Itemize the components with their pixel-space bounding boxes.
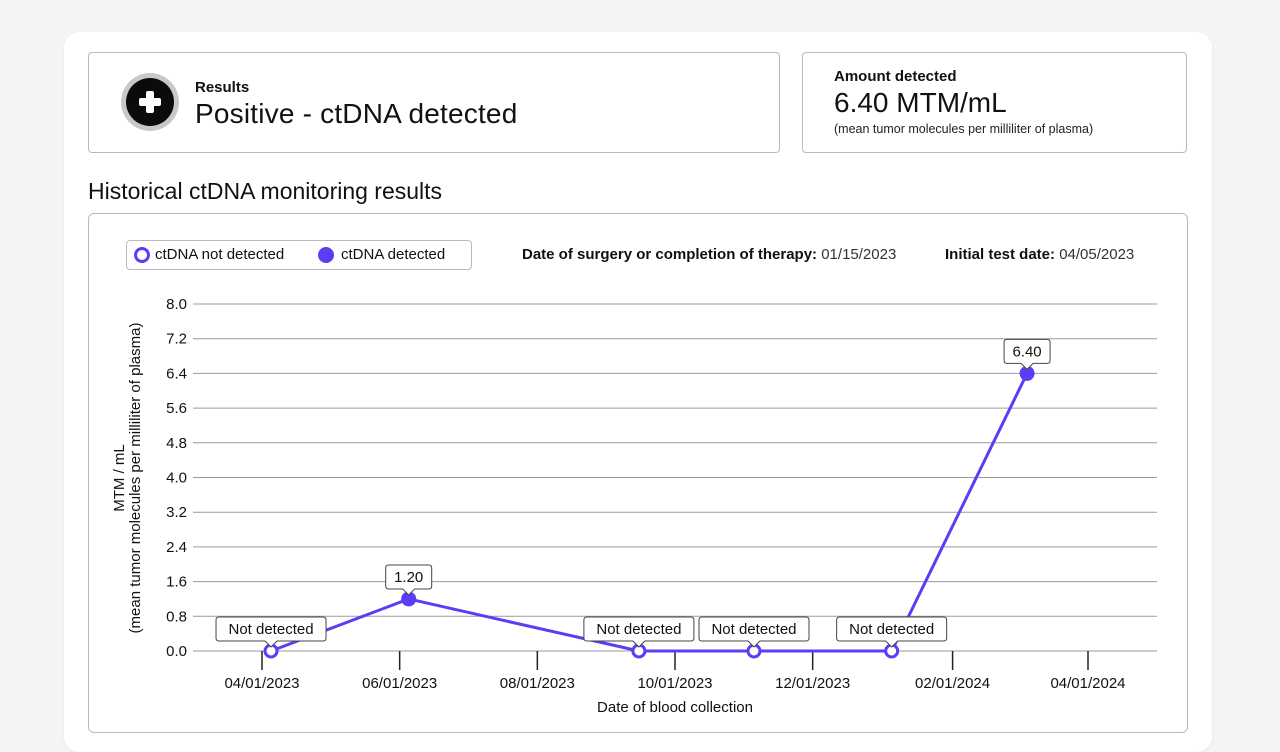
results-value: Positive - ctDNA detected: [195, 98, 518, 129]
initial-test-date-label: Initial test date:: [945, 246, 1056, 263]
legend-not-detected: ctDNA not detected: [155, 246, 285, 263]
results-label: Results: [195, 79, 250, 96]
surgery-date-value: 01/15/2023: [821, 246, 897, 263]
series-line: [270, 372, 1029, 653]
x-axis-title: Date of blood collection: [597, 699, 753, 716]
y-tick-label: 5.6: [166, 400, 187, 417]
data-label: 6.40: [1012, 343, 1041, 360]
detected-point: [401, 591, 417, 607]
results-panel: Results Positive - ctDNA detected: [88, 52, 780, 153]
data-label: Not detected: [596, 621, 681, 638]
data-label: Not detected: [849, 621, 934, 638]
filled-circle-icon: [318, 247, 334, 263]
x-tick-label: 04/01/2024: [1050, 675, 1125, 692]
legend-detected: ctDNA detected: [341, 246, 446, 263]
chart-legend: ctDNA not detected ctDNA detected: [126, 240, 472, 270]
x-tick-label: 08/01/2023: [500, 675, 575, 692]
history-title: Historical ctDNA monitoring results: [88, 178, 443, 204]
x-tick-label: 02/01/2024: [915, 675, 990, 692]
history-chart: 8.0 7.2 6.4 5.6 4.8 4.0 3.2 2.4 1.6 0.8 0.0 04/01/2…: [111, 296, 1157, 716]
y-axis-title: MTM / mL: [111, 444, 128, 512]
callout-box: [836, 616, 948, 648]
detected-point: [1019, 365, 1035, 381]
amount-description: (mean tumor molecules per milliliter of …: [834, 122, 1094, 136]
y-tick-label: 3.2: [166, 504, 187, 521]
data-callout: Not detected: [215, 616, 327, 648]
data-callout: 6.40: [1003, 338, 1051, 371]
x-tick-label: 04/01/2023: [224, 675, 299, 692]
data-label: Not detected: [711, 621, 796, 638]
amount-value: 6.40 MTM/mL: [834, 87, 1007, 118]
y-tick-label: 7.2: [166, 331, 187, 348]
amount-label: Amount detected: [834, 68, 957, 85]
plus-circle-icon: [121, 73, 179, 131]
y-tick-label: 6.4: [166, 365, 187, 382]
y-tick-label: 0.8: [166, 608, 187, 625]
data-callout: Not detected: [698, 616, 810, 648]
data-callout: 1.20: [385, 564, 433, 596]
x-tick-label: 10/01/2023: [637, 675, 712, 692]
y-tick-label: 1.6: [166, 574, 187, 591]
callout-box: [583, 616, 695, 648]
y-axis-subtitle: (mean tumor molecules per milliliter of …: [127, 323, 144, 634]
callout-box: [1003, 338, 1051, 371]
data-label: 1.20: [394, 569, 423, 586]
data-callout: Not detected: [583, 616, 695, 648]
callout-box: [385, 564, 433, 596]
initial-test-date-value: 04/05/2023: [1059, 246, 1135, 263]
surgery-date-label: Date of surgery or completion of therapy…: [522, 246, 818, 263]
surgery-date: Date of surgery or completion of therapy…: [522, 246, 896, 263]
y-tick-label: 2.4: [166, 539, 187, 556]
x-tick-label: 12/01/2023: [775, 675, 850, 692]
callout-box: [215, 616, 327, 648]
y-tick-label: 4.8: [166, 435, 187, 452]
open-circle-icon: [134, 247, 150, 263]
amount-panel: Amount detected 6.40 MTM/mL (mean tumor …: [802, 52, 1187, 153]
data-label: Not detected: [228, 621, 313, 638]
x-tick-label: 06/01/2023: [362, 675, 437, 692]
data-callout: Not detected: [836, 616, 948, 648]
callout-box: [698, 616, 810, 648]
y-tick-label: 8.0: [166, 296, 187, 313]
initial-test-date: Initial test date: 04/05/2023: [945, 246, 1134, 263]
y-tick-label: 4.0: [166, 470, 187, 487]
y-tick-label: 0.0: [166, 643, 187, 660]
